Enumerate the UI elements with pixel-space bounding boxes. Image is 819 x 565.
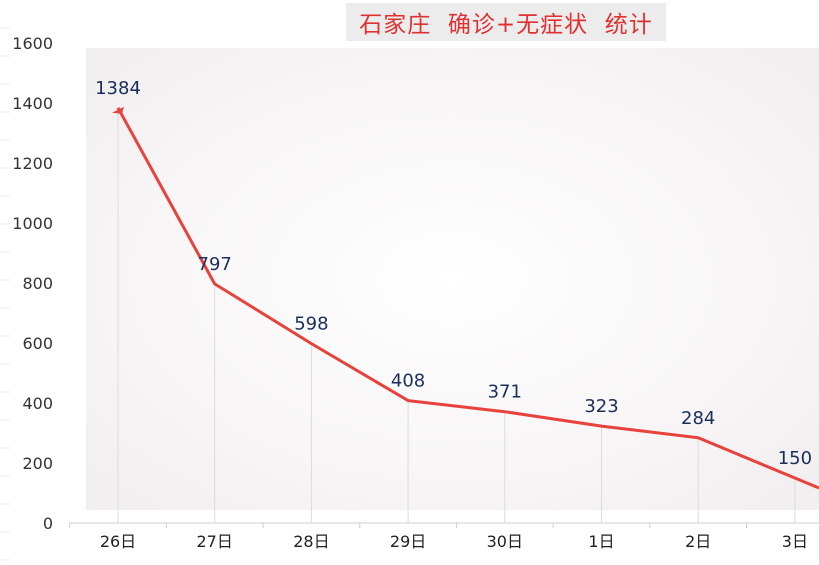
y-tick-label: 1200 (12, 154, 53, 173)
data-label: 284 (681, 408, 715, 429)
y-tick-label: 1000 (12, 214, 53, 233)
y-tick-label: 800 (22, 274, 53, 293)
data-label: 371 (488, 382, 522, 403)
data-label: 1384 (95, 78, 141, 99)
x-tick-label: 3日 (782, 532, 808, 551)
series-start-marker (112, 106, 124, 114)
y-tick-label: 600 (22, 334, 53, 353)
chart-title: 石家庄 确诊+无症状 统计 (346, 3, 666, 41)
x-tick-label: 27日 (197, 532, 233, 551)
y-tick-label: 400 (22, 394, 53, 413)
data-label: 797 (198, 254, 232, 275)
x-tick-label: 26日 (100, 532, 136, 551)
data-label: 408 (391, 371, 425, 392)
plot-background (86, 48, 819, 510)
data-label: 598 (294, 314, 328, 335)
x-tick-label: 1日 (588, 532, 614, 551)
x-tick-label: 2日 (685, 532, 711, 551)
y-tick-label: 1600 (12, 34, 53, 53)
data-label: 323 (584, 396, 618, 417)
series-line (116, 107, 819, 490)
x-tick-label: 28日 (293, 532, 329, 551)
x-tick-label: 30日 (487, 532, 523, 551)
x-tick-label: 29日 (390, 532, 426, 551)
data-label: 150 (778, 448, 812, 469)
y-tick-label: 1400 (12, 94, 53, 113)
y-tick-label: 0 (43, 514, 53, 533)
y-tick-label: 200 (22, 454, 53, 473)
